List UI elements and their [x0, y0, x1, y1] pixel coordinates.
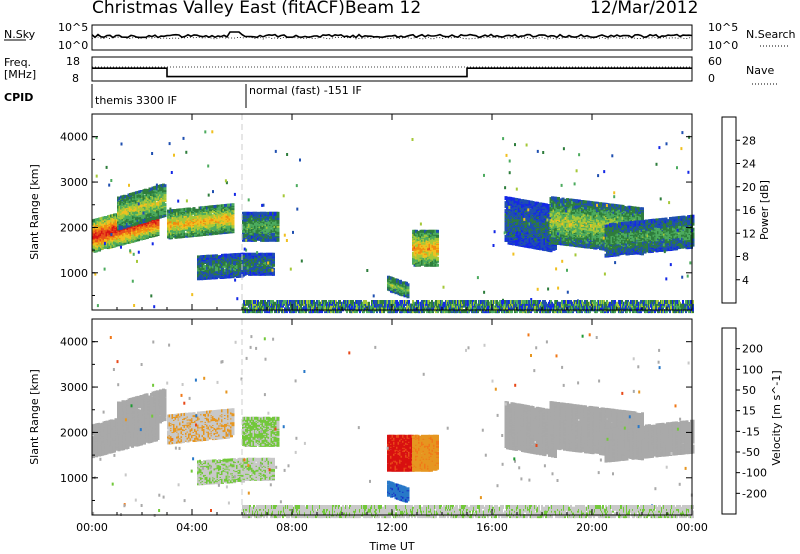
echo-cell	[256, 212, 259, 215]
echo-cell	[164, 203, 167, 206]
frequency-panel: Freq. [MHz] 18 8 60 0 Nave	[4, 55, 778, 85]
cpid-mode-1: themis 3300 IF	[95, 94, 177, 107]
cpid-panel: CPID themis 3300 IF normal (fast) -151 I…	[4, 84, 362, 108]
beam-label: Beam 12	[345, 0, 421, 18]
cpid-label: CPID	[4, 91, 33, 104]
nave-tick-bottom: 0	[708, 72, 715, 85]
noise-right-tick-top: 10^5	[708, 21, 738, 34]
frequency-trace	[92, 68, 692, 76]
noise-left-tick-top: 10^5	[58, 21, 88, 34]
echo-cell	[277, 212, 280, 215]
echo-cell	[272, 253, 275, 256]
echo-cell	[164, 197, 167, 200]
echo-cell	[407, 283, 410, 286]
noise-search-label: N.Search	[746, 28, 796, 41]
noise-left-tick-bottom: 10^0	[58, 39, 88, 52]
noise-sky-trace	[92, 32, 692, 38]
echo-cell	[436, 230, 439, 233]
noise-sky-label: N.Sky	[4, 28, 36, 41]
nave-tick-top: 60	[708, 55, 722, 68]
echo-cell	[232, 219, 235, 222]
echo-cell	[436, 264, 439, 267]
echo-cell	[436, 257, 439, 260]
noise-search-trace	[92, 37, 692, 39]
echo-cell	[232, 203, 235, 206]
freq-tick-top: 18	[66, 55, 80, 68]
station-title: Christmas Valley East (fitACF)	[92, 0, 345, 18]
freq-tick-bottom: 8	[72, 72, 79, 85]
echo-cell	[164, 184, 167, 187]
noise-right-tick-bottom: 10^0	[708, 39, 738, 52]
echo-cell	[232, 216, 235, 219]
echo-cell	[436, 235, 439, 238]
noise-panel: N.Sky 10^5 10^0 10^5 10^0 N.Search	[4, 21, 796, 52]
power-echo-cells	[92, 114, 695, 313]
date-label: 12/Mar/2012	[590, 0, 698, 18]
freq-unit-label: [MHz]	[4, 68, 36, 81]
nave-label: Nave	[746, 64, 774, 77]
cpid-mode-2: normal (fast) -151 IF	[249, 84, 362, 97]
